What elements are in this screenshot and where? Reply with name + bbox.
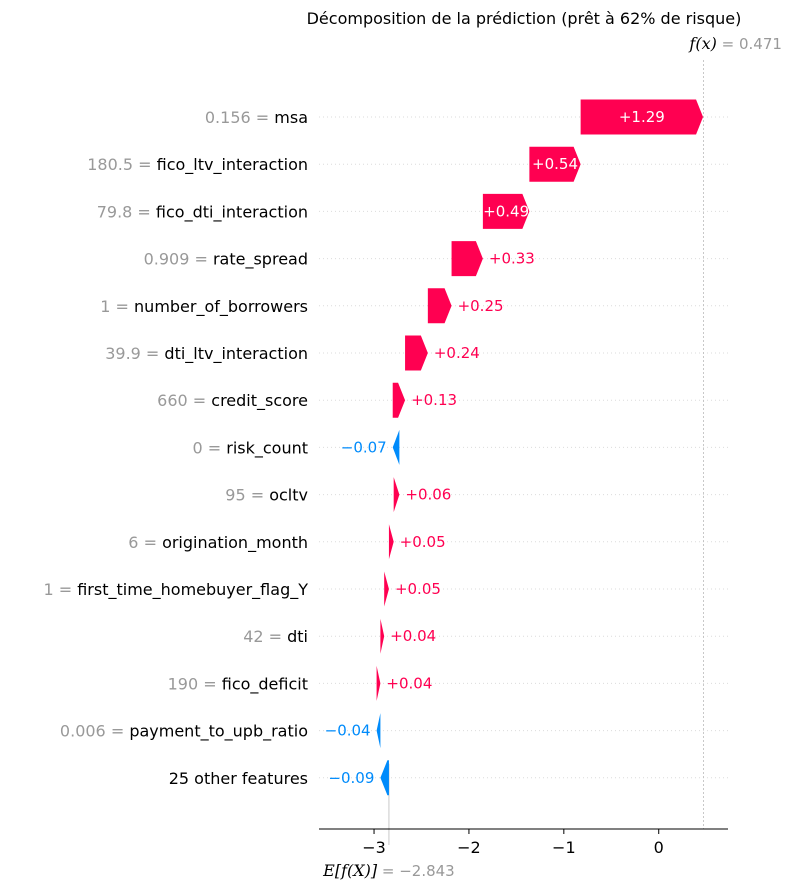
- data-label: +0.05: [400, 533, 446, 551]
- feature-label: 6 = origination_month: [128, 533, 308, 553]
- bar-risk_count: [392, 429, 400, 465]
- bar-fico_ltv_interaction: [529, 146, 581, 182]
- feature-value: 6 =: [128, 533, 162, 552]
- feature-name: dti_ltv_interaction: [164, 344, 308, 364]
- bar-dti: [380, 618, 385, 654]
- feature-name: ocltv: [269, 486, 308, 505]
- data-label: −0.09: [328, 769, 374, 787]
- feature-name: fico_ltv_interaction: [157, 155, 308, 175]
- data-label: +0.33: [489, 250, 535, 268]
- feature-label: 1 = number_of_borrowers: [100, 297, 308, 317]
- feature-name: fico_dti_interaction: [156, 202, 308, 222]
- feature-label: 79.8 = fico_dti_interaction: [97, 202, 308, 222]
- feature-value: 1 =: [43, 580, 77, 599]
- feature-label: 42 = dti: [243, 627, 308, 646]
- feature-value: 660 =: [157, 391, 211, 410]
- feature-value: 79.8 =: [97, 202, 156, 221]
- bar-fico_deficit: [376, 665, 381, 701]
- feature-name: credit_score: [211, 391, 308, 411]
- feature-label: 39.9 = dti_ltv_interaction: [105, 344, 308, 364]
- bar-rate_spread: [451, 241, 483, 277]
- feature-label: 180.5 = fico_ltv_interaction: [87, 155, 308, 175]
- feature-value: 0 =: [192, 438, 226, 457]
- bar-payment_to_upb_ratio: [376, 713, 381, 749]
- bar-msa: [580, 99, 704, 135]
- feature-label: 660 = credit_score: [157, 391, 308, 411]
- feature-name: number_of_borrowers: [134, 297, 308, 317]
- feature-value: 190 =: [168, 674, 222, 693]
- bar-number_of_borrowers: [427, 288, 452, 324]
- bar-origination_month: [388, 524, 394, 560]
- output-value-number: = 0.471: [717, 35, 782, 53]
- data-label: +0.13: [411, 391, 457, 409]
- data-label: −0.04: [325, 722, 371, 740]
- feature-value: 0.156 =: [205, 108, 274, 127]
- data-label: −0.07: [341, 438, 387, 456]
- bar-dti_ltv_interaction: [405, 335, 428, 371]
- feature-value: 95 =: [225, 486, 269, 505]
- bar-ocltv: [393, 477, 400, 513]
- base-value-label: E[f(X)] = −2.843: [322, 861, 455, 880]
- feature-name: msa: [274, 108, 308, 127]
- feature-label: 0.156 = msa: [205, 108, 308, 127]
- feature-value: 180.5 =: [87, 155, 156, 174]
- feature-label: 0 = risk_count: [192, 438, 308, 458]
- data-label: +0.04: [390, 627, 436, 645]
- feature-label: 1 = first_time_homebuyer_flag_Y: [43, 580, 308, 600]
- feature-name: origination_month: [162, 533, 308, 553]
- feature-name: rate_spread: [213, 250, 308, 270]
- x-tick-label: −1: [552, 838, 576, 857]
- bar-credit_score: [392, 382, 406, 418]
- feature-label: 25 other features: [169, 769, 308, 788]
- feature-label: 190 = fico_deficit: [168, 674, 308, 694]
- feature-value: 0.909 =: [144, 250, 213, 269]
- feature-value: 42 =: [243, 627, 287, 646]
- feature-label: 0.909 = rate_spread: [144, 250, 308, 270]
- contribution-bars: [376, 99, 704, 796]
- feature-label: 0.006 = payment_to_upb_ratio: [60, 722, 308, 742]
- feature-labels: +1.29 0.156 = msa +0.54 180.5 = fico_ltv_in…: [43, 108, 664, 788]
- x-axis: −3 −2 −1 0: [319, 828, 728, 857]
- feature-value: 0.006 =: [60, 722, 129, 741]
- value-annotations: E[f(X)] = −2.843 f(x) = 0.471: [322, 34, 782, 880]
- output-value-label: f(x) = 0.471: [688, 34, 781, 53]
- data-label: +1.29: [619, 108, 665, 126]
- bar-first_time_homebuyer_flag_Y: [384, 571, 389, 607]
- data-label: +0.05: [395, 580, 441, 598]
- output-value-prefix: f(x): [688, 34, 716, 53]
- data-label: +0.25: [458, 297, 504, 315]
- feature-name: first_time_homebuyer_flag_Y: [77, 580, 308, 600]
- bar-fico_dti_interaction: [482, 193, 530, 229]
- data-label: +0.24: [434, 344, 480, 362]
- feature-name: 25 other features: [169, 769, 308, 788]
- chart-title: Décomposition de la prédiction (prêt à 6…: [307, 9, 742, 28]
- feature-name: fico_deficit: [222, 674, 308, 694]
- feature-label: 95 = ocltv: [225, 486, 308, 505]
- data-label: +0.06: [405, 486, 451, 504]
- feature-value: 39.9 =: [105, 344, 164, 363]
- x-tick-label: −3: [362, 838, 386, 857]
- data-label: +0.54: [532, 155, 578, 173]
- x-tick-label: −2: [457, 838, 481, 857]
- feature-value: 1 =: [100, 297, 134, 316]
- x-tick-label: 0: [654, 838, 664, 857]
- base-value-number: = −2.843: [377, 862, 455, 880]
- base-value-prefix: E[f(X)]: [322, 861, 378, 880]
- feature-name: payment_to_upb_ratio: [129, 722, 308, 742]
- data-label: +0.49: [483, 202, 529, 220]
- data-label: +0.04: [386, 674, 432, 692]
- feature-name: risk_count: [226, 438, 308, 458]
- bar-25-other-features: [380, 760, 389, 796]
- feature-name: dti: [287, 627, 308, 646]
